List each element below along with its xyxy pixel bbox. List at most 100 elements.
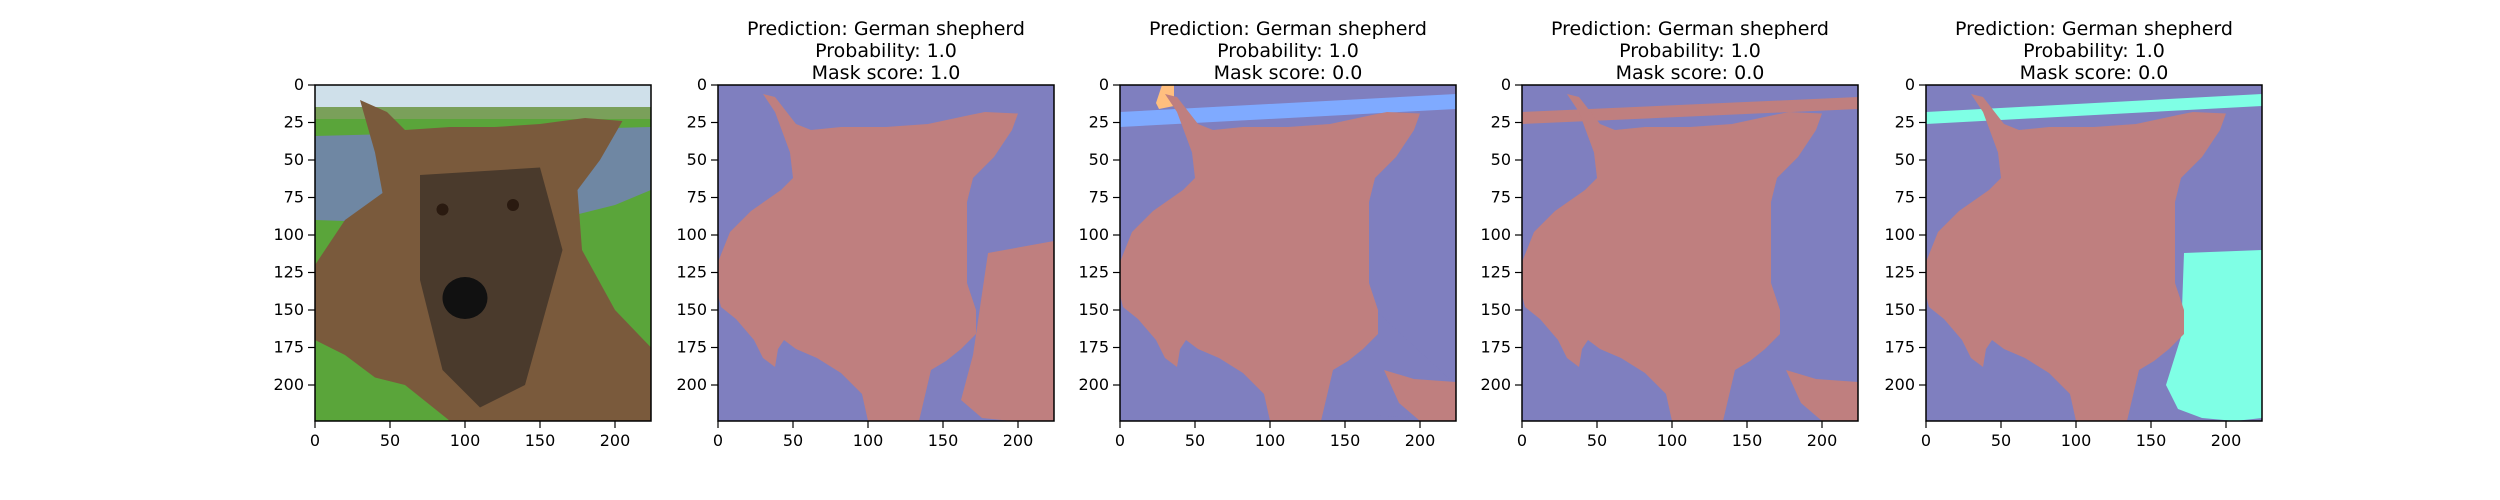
x-tick-label: 50 <box>380 431 400 450</box>
y-tick-label: 25 <box>1895 113 1915 132</box>
mask-strip-cyan <box>1926 94 2262 124</box>
y-tick-label: 50 <box>1089 150 1109 169</box>
x-tick-label: 150 <box>2136 431 2167 450</box>
x-tick-label: 200 <box>1003 431 1034 450</box>
subplot-title: Prediction: German shepherd Probability: … <box>1522 18 1858 84</box>
y-tick-label: 0 <box>1501 75 1511 94</box>
x-tick-label: 50 <box>1587 431 1607 450</box>
x-tick-label: 200 <box>1807 431 1838 450</box>
dog-eye-right <box>507 199 519 211</box>
y-tick-label: 125 <box>1078 263 1109 282</box>
dog-photo <box>315 85 651 421</box>
title-line-1: Prediction: German shepherd <box>1955 18 2233 40</box>
y-tick-label: 125 <box>273 263 304 282</box>
y-tick-label: 175 <box>1078 338 1109 357</box>
y-tick-label: 0 <box>294 75 304 94</box>
mask-corner-dog <box>1786 370 1858 421</box>
y-tick-label: 175 <box>676 338 707 357</box>
y-tick-label: 0 <box>1905 75 1915 94</box>
y-tick-label: 150 <box>273 300 304 319</box>
x-tick-label: 50 <box>1991 431 2011 450</box>
plot-frame <box>314 84 652 422</box>
y-tick-label: 75 <box>1089 188 1109 207</box>
x-tick-label: 0 <box>310 431 320 450</box>
y-tick-label: 175 <box>1480 338 1511 357</box>
segmentation-mask <box>718 85 1054 421</box>
plot-frame <box>1925 84 2263 422</box>
y-tick-label: 200 <box>676 375 707 394</box>
y-tick-label: 150 <box>1078 300 1109 319</box>
y-tick-label: 200 <box>273 375 304 394</box>
y-tick-label: 100 <box>1884 225 1915 244</box>
subplot-title: Prediction: German shepherd Probability: … <box>1926 18 2262 84</box>
subplot-svg: 0 50 100 150 200 0 25 50 75 100 125 150 175 200 <box>1884 75 2263 450</box>
title-line-2: Probability: 1.0 <box>815 40 957 62</box>
mask-dog <box>718 94 1018 421</box>
x-tick-label: 0 <box>1517 431 1527 450</box>
subplot-4: Prediction: German shepherd Probability: … <box>1472 0 1878 500</box>
x-tick-label: 100 <box>1657 431 1688 450</box>
y-tick-label: 75 <box>1491 188 1511 207</box>
y-tick-label: 25 <box>1089 113 1109 132</box>
y-tick-label: 50 <box>687 150 707 169</box>
y-tick-label: 75 <box>284 188 304 207</box>
mask-corner-dog <box>1384 370 1456 421</box>
x-tick-label: 100 <box>2061 431 2092 450</box>
y-tick-label: 75 <box>1895 188 1915 207</box>
y-tick-label: 200 <box>1078 375 1109 394</box>
y-tick-label: 75 <box>687 188 707 207</box>
subplot-svg: 0 50 100 150 200 0 25 50 75 100 125 150 175 200 <box>273 75 652 450</box>
mask-strip-blue <box>1120 94 1456 127</box>
mask-strip-dog <box>1522 97 1858 124</box>
dog-nose <box>442 277 488 319</box>
x-tick-label: 150 <box>525 431 556 450</box>
subplot-svg: 0 50 100 150 200 0 25 50 75 100 125 150 175 200 <box>676 75 1055 450</box>
subplot-svg: 0 50 100 150 200 0 25 50 75 100 125 150 175 200 <box>1480 75 1859 450</box>
title-line-1: Prediction: German shepherd <box>1149 18 1427 40</box>
segmentation-mask <box>1522 85 1858 421</box>
y-tick-label: 25 <box>284 113 304 132</box>
y-tick-label: 25 <box>687 113 707 132</box>
segmentation-mask <box>1120 85 1456 421</box>
title-line-3: Mask score: 1.0 <box>811 62 961 84</box>
y-tick-label: 100 <box>1480 225 1511 244</box>
title-line-3: Mask score: 0.0 <box>2019 62 2169 84</box>
y-tick-label: 0 <box>697 75 707 94</box>
subplot-1: 0 50 100 150 200 0 25 50 75 100 125 150 175 200 <box>265 0 671 500</box>
plot-frame <box>1119 84 1457 422</box>
y-tick-label: 0 <box>1099 75 1109 94</box>
x-tick-label: 100 <box>450 431 481 450</box>
x-tick-label: 0 <box>1921 431 1931 450</box>
y-tick-label: 150 <box>1480 300 1511 319</box>
y-tick-label: 200 <box>1480 375 1511 394</box>
y-tick-label: 125 <box>676 263 707 282</box>
x-tick-label: 200 <box>1405 431 1436 450</box>
y-tick-label: 175 <box>273 338 304 357</box>
title-line-2: Probability: 1.0 <box>1619 40 1761 62</box>
y-tick-label: 50 <box>1895 150 1915 169</box>
title-line-1: Prediction: German shepherd <box>1551 18 1829 40</box>
y-tick-label: 100 <box>1078 225 1109 244</box>
y-tick-label: 125 <box>1480 263 1511 282</box>
x-tick-label: 50 <box>1185 431 1205 450</box>
x-tick-label: 0 <box>713 431 723 450</box>
title-line-1: Prediction: German shepherd <box>747 18 1025 40</box>
x-tick-label: 50 <box>783 431 803 450</box>
y-tick-label: 200 <box>1884 375 1915 394</box>
mask-right-dog <box>961 241 1054 421</box>
subplot-3: Prediction: German shepherd Probability: … <box>1070 0 1476 500</box>
subplot-title: Prediction: German shepherd Probability: … <box>718 18 1054 84</box>
subplot-title: Prediction: German shepherd Probability: … <box>1120 18 1456 84</box>
y-tick-label: 150 <box>1884 300 1915 319</box>
mask-dog <box>1522 94 1822 421</box>
mask-right-cyan <box>2166 250 2262 421</box>
far-bank <box>315 107 651 119</box>
x-tick-label: 200 <box>2211 431 2242 450</box>
dog-eye-left <box>436 203 449 216</box>
y-tick-label: 50 <box>284 150 304 169</box>
plot-frame <box>1521 84 1859 422</box>
subplot-2: Prediction: German shepherd Probability: … <box>668 0 1074 500</box>
mask-dog <box>1926 94 2226 421</box>
y-tick-label: 100 <box>273 225 304 244</box>
subplot-svg: 0 50 100 150 200 0 25 50 75 100 125 150 175 200 <box>1078 75 1457 450</box>
